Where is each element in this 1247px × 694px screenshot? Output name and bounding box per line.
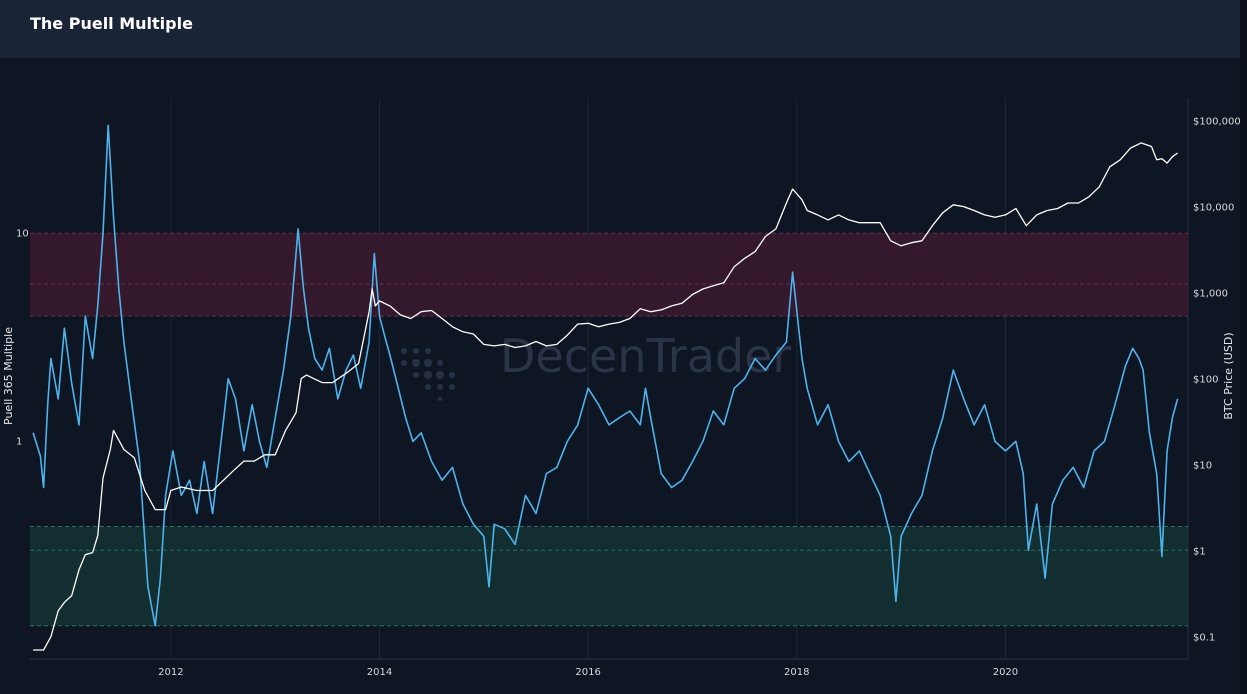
left-tick-label: 1 [16,436,22,447]
zone-bands [30,232,1188,627]
page-title: The Puell Multiple [30,14,193,33]
right-axis-title: BTC Price (USD) [1222,332,1235,419]
btc-price-line [33,142,1178,651]
x-tick-label: 2014 [367,667,392,678]
zone-band [30,233,1188,317]
right-tick-label: $0.1 [1193,633,1215,644]
x-axis-ticks: 2012 2014 2016 2018 2020 [158,667,1018,678]
right-tick-label: $100 [1193,375,1218,386]
x-tick-label: 2016 [575,667,600,678]
x-tick-label: 2012 [158,667,183,678]
left-axis-ticks: 10 1 [16,228,29,447]
right-tick-label: $10 [1193,461,1212,472]
window-edge [1240,0,1247,694]
right-tick-label: $1,000 [1193,289,1228,300]
right-axis-ticks: $100,000 $10,000 $1,000 $100 $10 $1 $0.1 [1193,117,1240,644]
left-axis-title: Puell 365 Multiple [2,327,15,425]
series-lines [32,124,1179,651]
header-bar: The Puell Multiple [0,0,1240,58]
watermark: DecenTrader [401,329,791,401]
right-tick-label: $100,000 [1193,117,1240,128]
left-tick-label: 10 [16,228,29,239]
zone-band [30,526,1188,626]
right-tick-label: $1 [1193,547,1206,558]
puell-chart: DecenTrader 2012 2014 2016 2018 2020 10 1 $10… [2,98,1240,678]
svg-text:DecenTrader: DecenTrader [500,329,791,383]
x-tick-label: 2020 [993,667,1018,678]
chart-area: DecenTrader 2012 2014 2016 2018 2020 10 1 $10… [0,58,1240,694]
right-tick-label: $10,000 [1193,203,1234,214]
grid-lines [30,98,1189,660]
puell-multiple-line [32,124,1179,627]
x-tick-label: 2018 [784,667,809,678]
